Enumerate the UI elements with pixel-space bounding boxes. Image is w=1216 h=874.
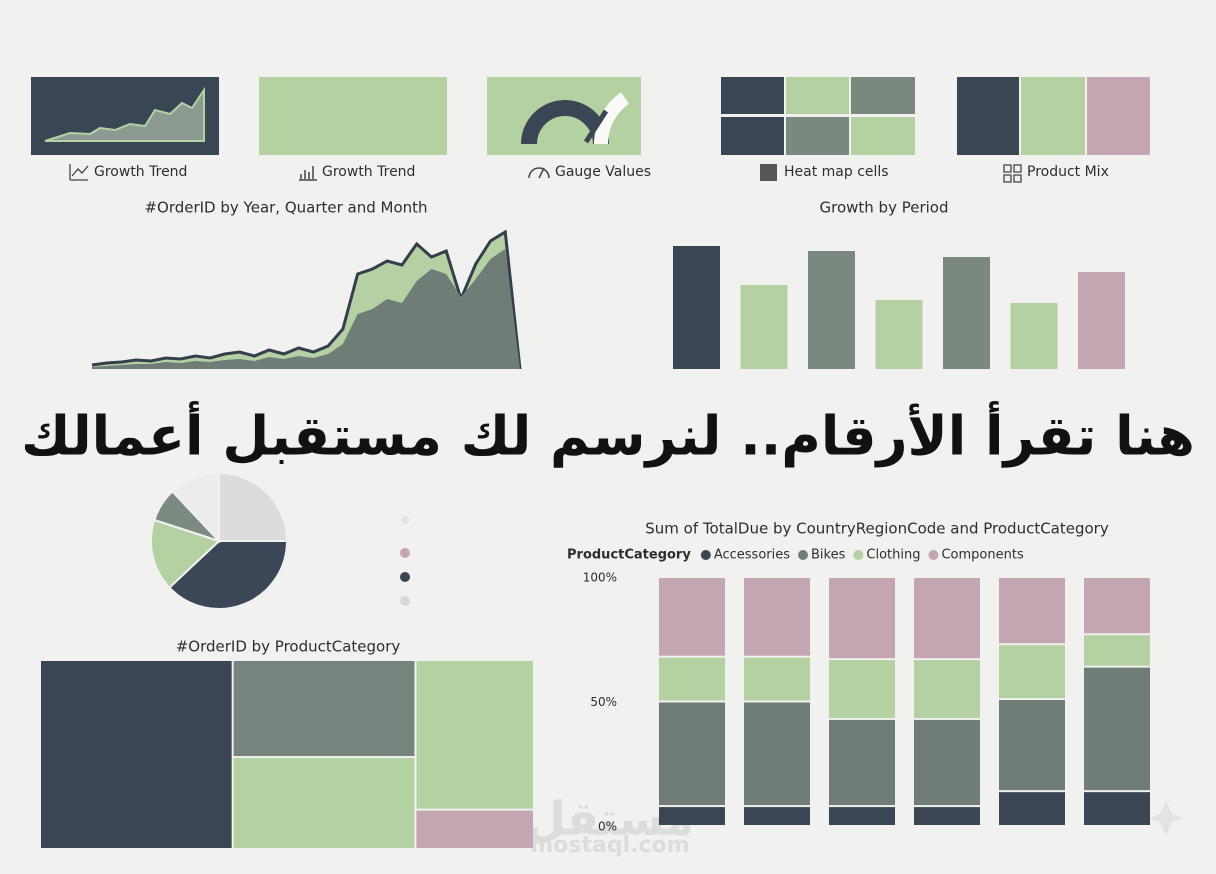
chart-title: #OrderID by ProductCategory	[176, 638, 401, 656]
pie-slice	[150, 518, 221, 589]
bar	[808, 251, 855, 369]
bar-segment	[999, 792, 1065, 825]
bar-segment	[829, 578, 895, 659]
bar-segment	[999, 578, 1065, 644]
legend-label: Bikes	[811, 548, 846, 563]
thumb-label: Growth Trend	[322, 164, 415, 180]
bar-segment	[914, 660, 980, 718]
treemap-cell	[416, 810, 533, 848]
heat-cell	[851, 77, 915, 114]
bar-segment	[999, 700, 1065, 791]
bar-segment	[914, 807, 980, 825]
y-tick-label: 50%	[590, 695, 617, 709]
thumb-label: Heat map cells	[784, 164, 889, 180]
treemap-cell	[416, 661, 533, 809]
line	[91, 229, 522, 370]
thumbnails: Growth Trend Growth Trend Gauge Values H…	[31, 77, 1150, 183]
heat-cell	[721, 77, 784, 114]
bar-segment	[659, 702, 725, 806]
legend-dot	[928, 550, 939, 560]
bar-segment	[999, 645, 1065, 699]
pie-slice	[168, 540, 289, 610]
thumb-area	[44, 86, 205, 142]
chart-title: #OrderID by Year, Quarter and Month	[144, 199, 427, 217]
legend-dot	[401, 516, 409, 524]
bar	[1078, 272, 1125, 369]
bar-segment	[744, 578, 810, 656]
bar-segment	[914, 578, 980, 659]
thumb-growth-2	[259, 77, 447, 155]
bar-segment	[829, 807, 895, 825]
sparkle	[1148, 800, 1184, 836]
pie-slice	[171, 471, 220, 544]
mix-cell	[957, 77, 1019, 155]
chart-title: Sum of TotalDue by CountryRegionCode and…	[645, 520, 1109, 538]
icon	[528, 167, 550, 179]
headline: هنا تقرأ الأرقام.. لنرسم لك مستقبل أعمال…	[21, 401, 1195, 468]
icon	[299, 166, 317, 181]
bar	[1010, 303, 1058, 369]
bar	[740, 285, 788, 369]
legend-dot	[400, 596, 410, 606]
mix-cell	[1021, 77, 1085, 155]
bar-segment	[744, 702, 810, 806]
area	[92, 249, 520, 369]
bar-segment	[659, 807, 725, 825]
bar-segment	[1084, 578, 1150, 634]
legend-dot	[853, 550, 864, 560]
treemap-cell	[233, 758, 415, 848]
icon	[760, 164, 777, 181]
thumb-label: Product Mix	[1027, 164, 1109, 180]
bar-segment	[744, 657, 810, 701]
legend-title: ProductCategory	[567, 548, 691, 563]
bar-segment	[659, 657, 725, 701]
treemap-cell	[233, 661, 415, 757]
bar-segment	[1084, 635, 1150, 666]
y-tick-label: 0%	[598, 820, 617, 834]
thumb-label: Growth Trend	[94, 164, 187, 180]
chart-title: Growth by Period	[819, 199, 948, 217]
icon	[1003, 164, 1022, 183]
bar-segment	[1084, 667, 1150, 791]
legend-label: Accessories	[714, 548, 790, 563]
legend-label: Clothing	[866, 548, 920, 563]
legend-dot	[798, 550, 809, 560]
pie-slice	[218, 471, 289, 542]
bar-segment	[1084, 792, 1150, 825]
heat-cell	[721, 117, 784, 155]
icon	[69, 164, 89, 181]
legend-label: Components	[941, 548, 1023, 563]
bar-segment	[829, 660, 895, 718]
mix-cell	[1087, 77, 1150, 155]
legend-dot	[400, 572, 410, 582]
watermark-url: mostaql.com	[530, 833, 689, 858]
bar	[875, 300, 923, 369]
gauge-needle	[583, 109, 609, 144]
legend-dot	[400, 548, 410, 558]
y-tick-label: 100%	[583, 571, 617, 585]
thumb-label: Gauge Values	[555, 164, 651, 180]
gauge-arc-light	[593, 92, 630, 145]
bar-segment	[744, 807, 810, 825]
heat-cell	[786, 117, 849, 155]
bar	[673, 246, 720, 369]
bar-segment	[659, 578, 725, 656]
heat-cell	[851, 117, 915, 155]
legend-dot	[700, 550, 711, 560]
treemap-cell	[41, 661, 232, 848]
bar-segment	[914, 719, 980, 806]
heat-cell	[786, 77, 849, 114]
bar	[943, 257, 990, 369]
bar-segment	[829, 719, 895, 806]
